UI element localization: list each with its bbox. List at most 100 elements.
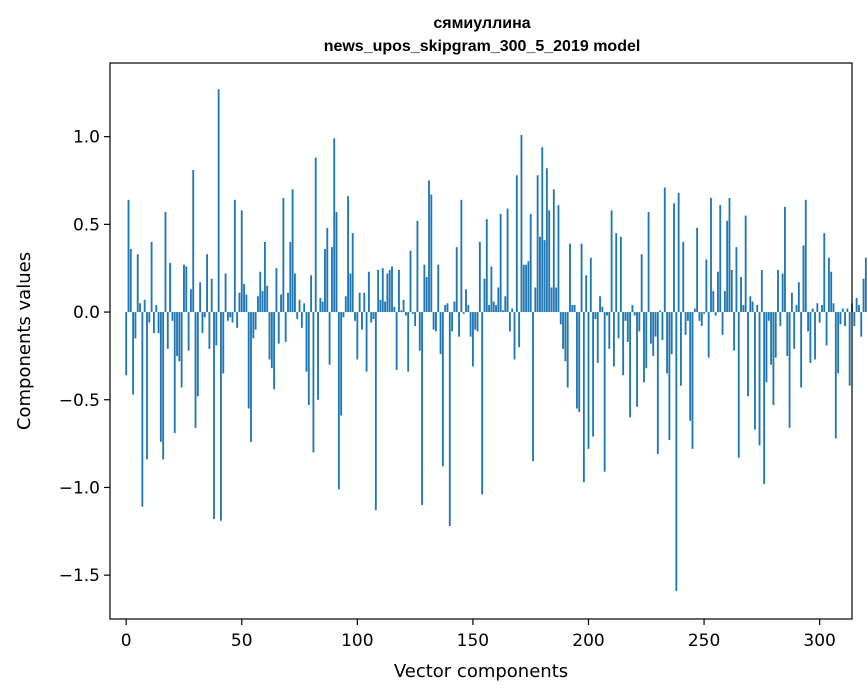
bar-129 bbox=[423, 264, 426, 313]
bar-124 bbox=[411, 312, 414, 314]
bar-135 bbox=[437, 264, 440, 313]
bar-130 bbox=[425, 276, 428, 313]
bar-180 bbox=[541, 147, 544, 313]
bar-137 bbox=[441, 312, 444, 467]
bar-317 bbox=[858, 305, 860, 313]
bar-79 bbox=[307, 312, 310, 406]
bar-215 bbox=[622, 312, 625, 376]
bar-194 bbox=[573, 305, 576, 313]
bar-64 bbox=[273, 312, 276, 390]
bar-15 bbox=[159, 312, 162, 442]
bar-83 bbox=[317, 312, 319, 400]
bar-78 bbox=[305, 312, 308, 372]
bar-41 bbox=[220, 312, 222, 521]
plot-frame bbox=[109, 62, 853, 620]
bar-222 bbox=[638, 312, 641, 332]
bar-169 bbox=[515, 175, 518, 313]
bar-115 bbox=[391, 266, 393, 313]
bar-318 bbox=[860, 312, 863, 337]
bar-59 bbox=[261, 291, 264, 313]
bar-275 bbox=[760, 269, 763, 313]
bar-12 bbox=[152, 312, 155, 334]
bar-224 bbox=[643, 312, 645, 383]
bar-18 bbox=[166, 312, 169, 349]
bar-27 bbox=[187, 312, 190, 351]
bar-25 bbox=[183, 264, 185, 313]
bar-1 bbox=[127, 199, 130, 313]
bar-264 bbox=[735, 247, 738, 313]
bar-283 bbox=[779, 312, 782, 327]
bar-213 bbox=[617, 312, 620, 339]
bar-303 bbox=[825, 312, 828, 346]
bar-86 bbox=[324, 248, 326, 313]
bar-44 bbox=[226, 312, 229, 321]
bar-118 bbox=[398, 269, 400, 313]
bar-183 bbox=[548, 210, 551, 313]
bar-69 bbox=[284, 312, 287, 342]
bar-220 bbox=[633, 312, 636, 316]
bar-243 bbox=[686, 312, 689, 321]
bar-26 bbox=[185, 266, 188, 313]
bar-111 bbox=[381, 268, 384, 313]
bar-181 bbox=[543, 240, 546, 313]
bar-301 bbox=[821, 305, 823, 313]
bar-244 bbox=[689, 312, 692, 421]
bar-256 bbox=[717, 271, 719, 313]
bar-160 bbox=[495, 305, 497, 313]
x-tick-label: 250 bbox=[688, 631, 720, 651]
bar-31 bbox=[196, 312, 199, 397]
bar-30 bbox=[194, 312, 197, 428]
bar-182 bbox=[545, 168, 548, 313]
bar-274 bbox=[758, 312, 761, 446]
bar-310 bbox=[841, 308, 844, 313]
bar-267 bbox=[742, 305, 745, 313]
bar-238 bbox=[675, 312, 678, 591]
bar-153 bbox=[478, 241, 481, 313]
x-tick-label: 150 bbox=[457, 631, 489, 651]
bar-43 bbox=[224, 273, 227, 313]
bar-3 bbox=[132, 312, 135, 395]
bar-312 bbox=[846, 308, 849, 313]
bar-262 bbox=[730, 269, 733, 313]
bar-37 bbox=[210, 278, 213, 313]
bar-188 bbox=[559, 312, 562, 325]
bar-172 bbox=[522, 264, 525, 313]
x-tick-label: 300 bbox=[803, 631, 835, 651]
bar-204 bbox=[596, 312, 599, 363]
bar-85 bbox=[321, 301, 324, 313]
bar-10 bbox=[148, 312, 151, 323]
bar-234 bbox=[666, 312, 668, 374]
bar-89 bbox=[330, 247, 333, 313]
bar-60 bbox=[263, 241, 266, 313]
bar-209 bbox=[608, 312, 611, 349]
bar-203 bbox=[594, 312, 597, 320]
bar-112 bbox=[384, 301, 386, 313]
y-axis-label: Components values bbox=[14, 252, 35, 430]
bar-105 bbox=[367, 271, 370, 313]
bar-192 bbox=[569, 243, 571, 313]
bar-56 bbox=[254, 312, 257, 330]
y-tick-label: −1.5 bbox=[59, 566, 100, 586]
bar-245 bbox=[691, 312, 694, 449]
bar-14 bbox=[157, 312, 160, 334]
bar-92 bbox=[337, 312, 340, 490]
bar-113 bbox=[386, 273, 389, 313]
bar-216 bbox=[624, 312, 627, 321]
x-tick-label: 50 bbox=[231, 631, 253, 651]
bar-297 bbox=[811, 308, 814, 313]
bar-218 bbox=[629, 312, 632, 418]
bar-144 bbox=[458, 312, 460, 337]
bar-231 bbox=[659, 310, 662, 313]
bar-133 bbox=[432, 312, 435, 330]
bar-166 bbox=[508, 312, 511, 332]
bar-102 bbox=[361, 312, 363, 330]
bar-316 bbox=[855, 298, 858, 313]
bar-229 bbox=[654, 312, 657, 337]
bar-289 bbox=[793, 312, 796, 349]
bar-35 bbox=[206, 254, 209, 313]
bar-250 bbox=[703, 312, 705, 314]
bar-263 bbox=[733, 312, 736, 351]
bar-16 bbox=[162, 312, 165, 460]
bar-287 bbox=[788, 312, 791, 428]
bar-255 bbox=[714, 312, 717, 316]
